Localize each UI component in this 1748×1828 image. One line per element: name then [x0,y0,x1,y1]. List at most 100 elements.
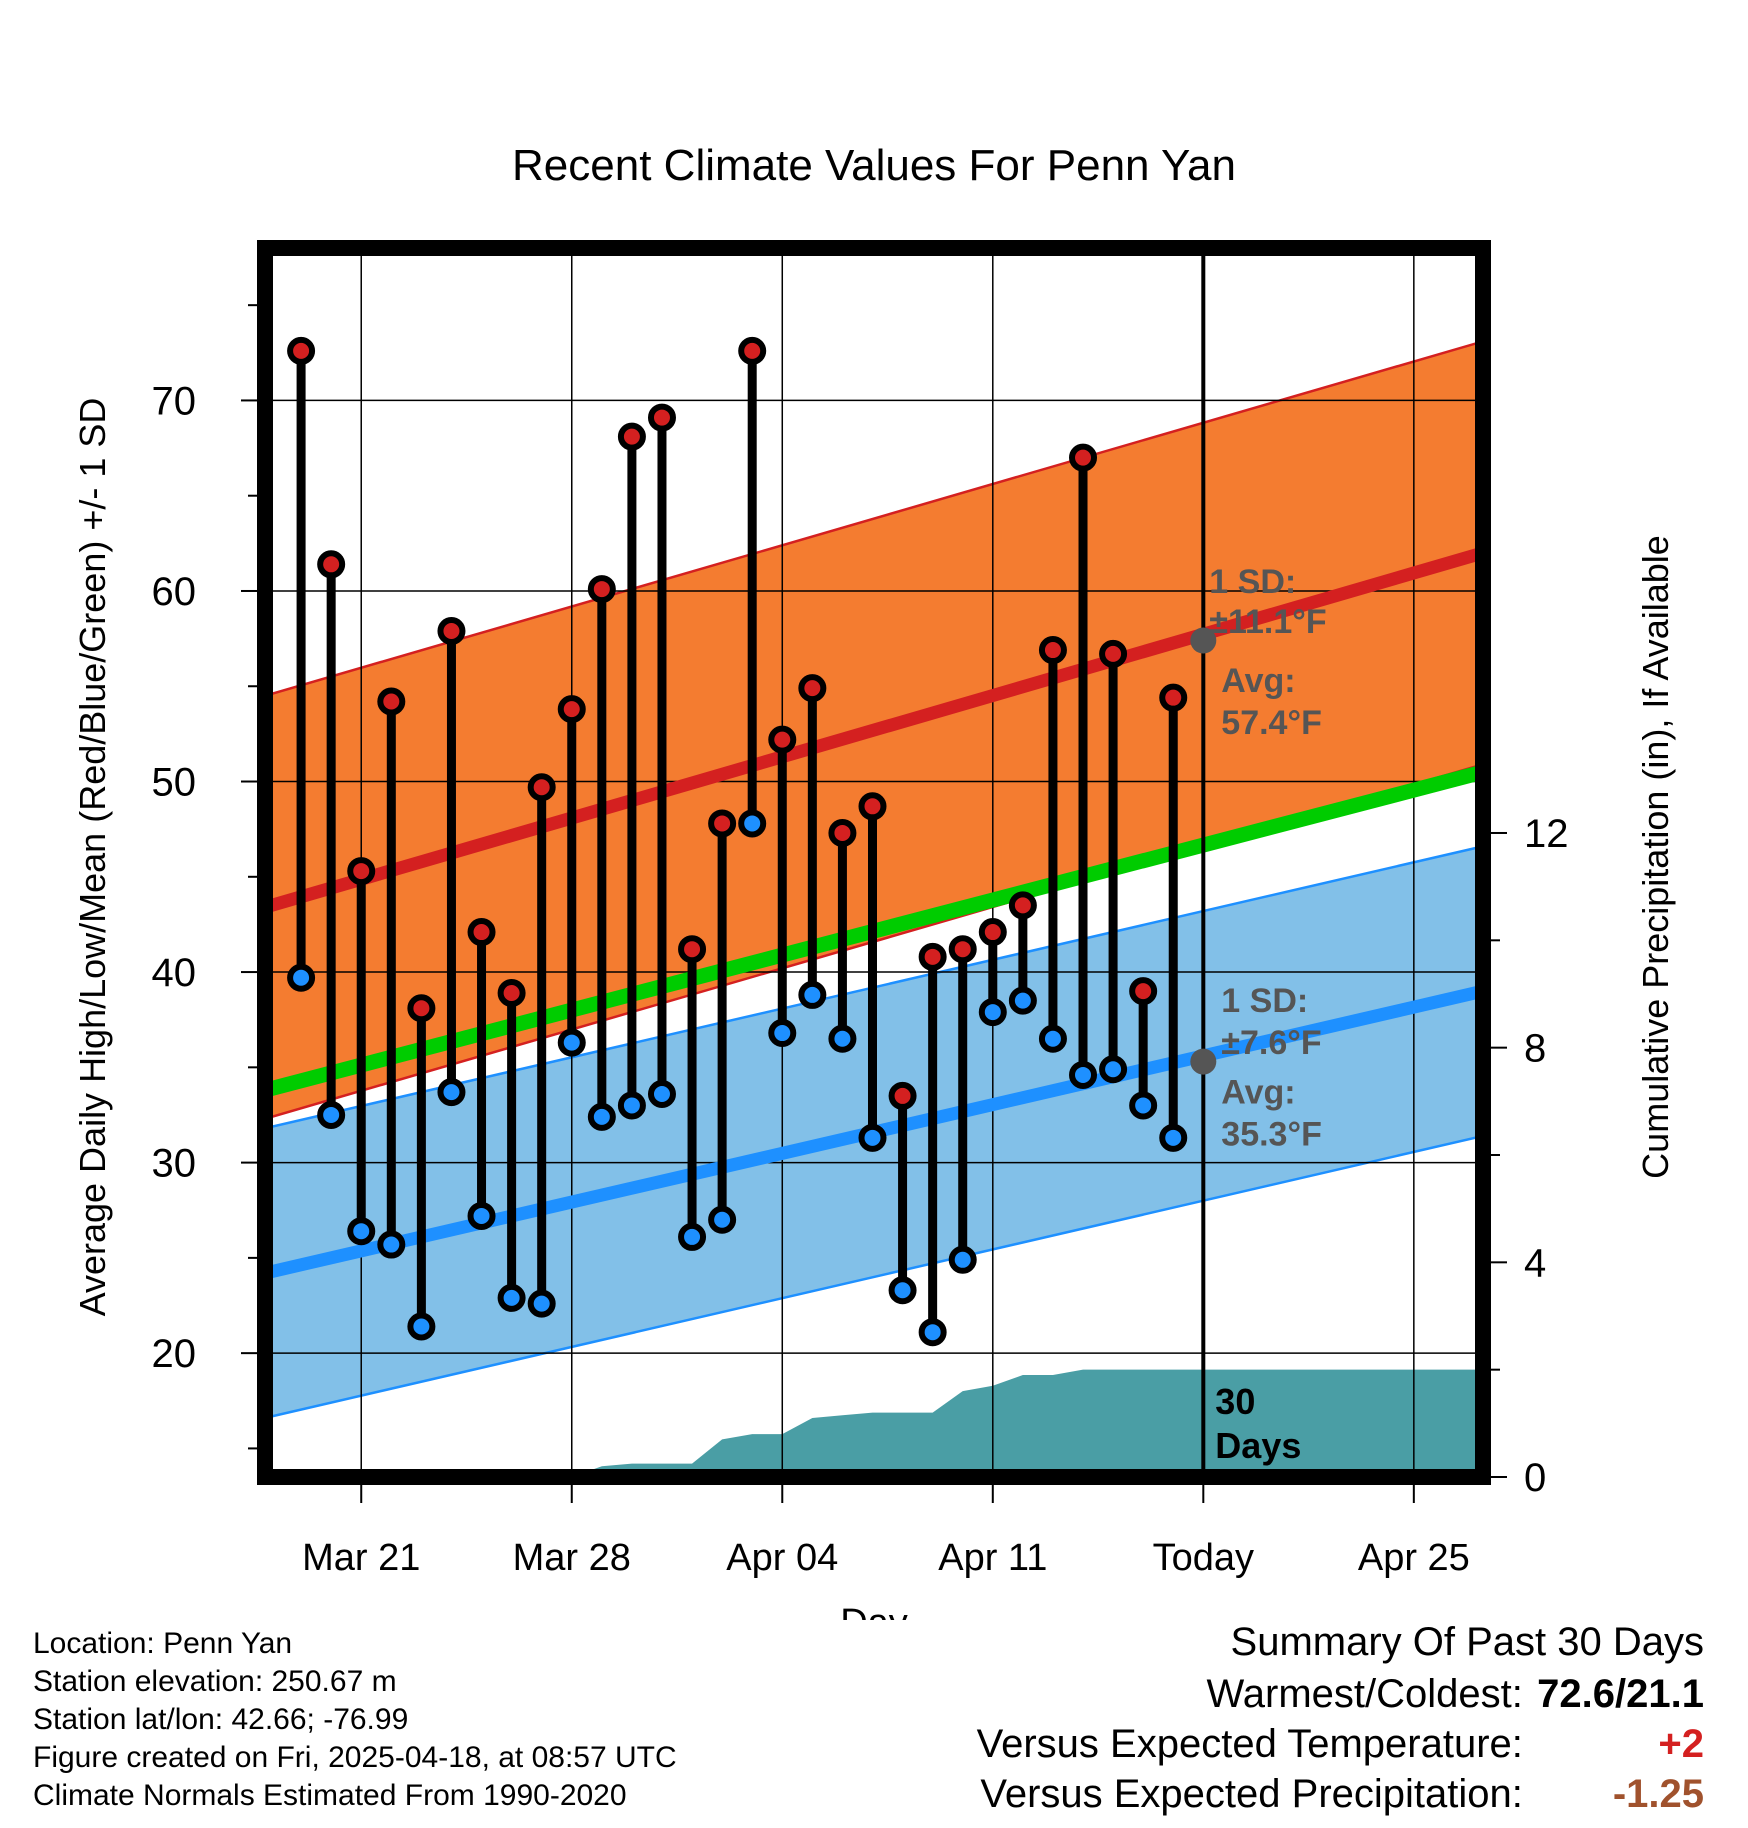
y-tick-label: 70 [152,379,197,423]
x-tick-label: Apr 04 [726,1537,838,1579]
summary-warmest-label: Warmest/Coldest: [1206,1672,1523,1716]
low-point [377,1230,406,1259]
y2-axis: 0 4 8 12 [1491,812,1569,1500]
high-point [858,792,887,821]
info-latlon: Station lat/lon: 42.66; -76.99 [33,1703,409,1736]
high-point [738,336,767,365]
precip-days-number: 30 [1215,1381,1255,1422]
summary-warmest-value: 72.6/21.1 [1537,1672,1704,1716]
summary-temp-label: Versus Expected Temperature: [976,1722,1523,1766]
high-point [1008,891,1037,920]
low-point [497,1283,526,1312]
high-point [527,773,556,802]
low-point [1069,1060,1098,1089]
info-normals: Climate Normals Estimated From 1990-2020 [33,1779,627,1812]
high-point [497,979,526,1008]
x-axis-label: Day [840,1602,908,1620]
summary-heading: Summary Of Past 30 Days [1230,1620,1704,1664]
low-point [587,1102,616,1131]
low-point [317,1100,346,1129]
high-point [1038,636,1067,665]
low-point [647,1080,676,1109]
low-point [858,1123,887,1152]
x-tick-label: Mar 21 [302,1537,420,1579]
low-avg-value: 35.3°F [1221,1115,1322,1153]
low-point [888,1276,917,1305]
info-created: Figure created on Fri, 2025-04-18, at 08… [33,1741,677,1774]
low-point [527,1289,556,1318]
high-point [1129,977,1158,1006]
today-high-avg-dot [1190,627,1217,654]
summary-precip-row: Versus Expected Precipitation: -1.25 [980,1772,1704,1817]
high-point [407,994,436,1023]
precip-days-label: Days [1215,1425,1301,1466]
y2-tick-label: 8 [1524,1027,1546,1071]
low-sd-label: 1 SD: [1221,982,1308,1020]
high-point [888,1081,917,1110]
y-axis: 20 30 40 50 60 70 [152,304,257,1450]
low-point [1038,1024,1067,1053]
low-point [978,998,1007,1027]
y-tick-label: 30 [152,1142,197,1186]
x-tick-label: Apr 25 [1358,1537,1470,1579]
high-point [708,809,737,838]
low-point [407,1312,436,1341]
high-point [467,918,496,947]
y-axis-label: Average Daily High/Low/Mean (Red/Blue/Gr… [72,398,113,1317]
summary-warmest-row: Warmest/Coldest: 72.6/21.1 [1207,1672,1705,1717]
low-point [1129,1091,1158,1120]
high-point [617,422,646,451]
low-point [948,1245,977,1274]
high-point [287,336,316,365]
high-point [768,725,797,754]
high-point [347,857,376,886]
high-point [1099,639,1128,668]
precip-area [541,1369,1483,1477]
high-point [978,918,1007,947]
high-point [317,550,346,579]
low-point [738,809,767,838]
low-point [437,1078,466,1107]
y-tick-label: 20 [152,1332,197,1376]
low-point [918,1318,947,1347]
y-tick-label: 40 [152,951,197,995]
low-point [768,1019,797,1048]
low-point [708,1205,737,1234]
info-elevation: Station elevation: 250.67 m [33,1665,397,1698]
low-point [798,980,827,1009]
info-location: Location: Penn Yan [33,1627,293,1660]
y2-axis-label: Cumulative Precipitation (in), If Availa… [1635,535,1676,1179]
normal-high-line [265,546,1483,914]
low-point [287,963,316,992]
high-point [1069,443,1098,472]
high-point [798,674,827,703]
today-low-avg-dot [1190,1048,1217,1075]
high-point [948,935,977,964]
x-tick-label: Today [1153,1537,1254,1579]
low-point [347,1217,376,1246]
plot-frame [257,240,1491,1485]
summary-temp-value: +2 [1658,1722,1704,1766]
summary-temp-row: Versus Expected Temperature: +2 [977,1722,1704,1767]
summary-precip-value: -1.25 [1612,1772,1704,1816]
x-tick-label: Mar 28 [513,1537,631,1579]
climate-chart: Recent Climate Values For Penn Yan 1 SD:… [72,141,1676,1620]
low-point [557,1028,586,1057]
chart-title: Recent Climate Values For Penn Yan [512,141,1236,190]
high-point [828,818,857,847]
y2-tick-label: 4 [1524,1241,1546,1285]
low-sd-value: ±7.6°F [1221,1024,1321,1062]
low-point [1008,986,1037,1015]
high-point [647,403,676,432]
high-avg-label: Avg: [1221,662,1295,700]
low-point [467,1201,496,1230]
summary-precip-label: Versus Expected Precipitation: [980,1772,1523,1816]
y-tick-label: 50 [152,761,197,805]
high-point [377,687,406,716]
low-point [617,1091,646,1120]
x-tick-label: Apr 11 [938,1537,1047,1579]
low-point [1159,1123,1188,1152]
low-avg-label: Avg: [1221,1074,1295,1112]
high-sd-value: ±11.1°F [1209,603,1326,641]
